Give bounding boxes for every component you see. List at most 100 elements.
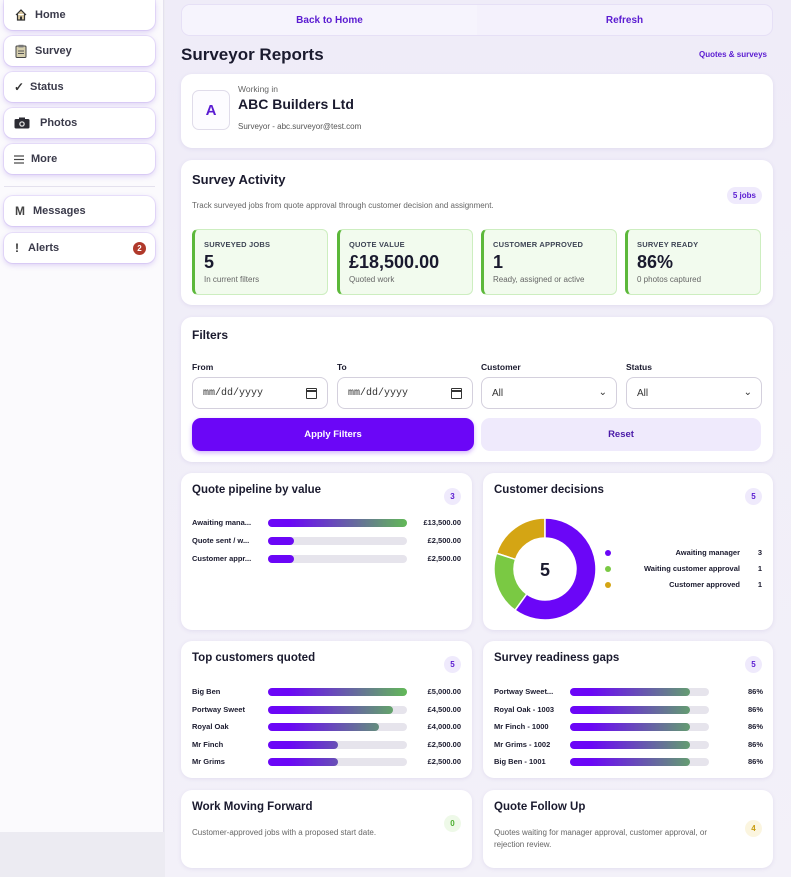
bar-fill <box>570 705 690 714</box>
sidebar-item-label: Messages <box>33 205 86 217</box>
bar-row: Mr Finch - 1000 86% <box>494 721 763 733</box>
sidebar-item-label: Status <box>30 81 64 93</box>
sidebar-item-alerts[interactable]: ! Alerts 2 <box>4 233 155 263</box>
follow-up-count-badge: 4 <box>745 820 762 837</box>
bar-label: Royal Oak - 1003 <box>494 704 555 714</box>
sidebar-item-status[interactable]: ✓ Status <box>4 72 155 102</box>
bar-track <box>268 723 407 731</box>
survey-activity-card: Survey Activity 5 jobs Track surveyed jo… <box>181 160 773 305</box>
donut-slice <box>493 552 528 612</box>
stat-surveyed-jobs: SURVEYED JOBS 5 In current filters <box>192 229 328 295</box>
bar-fill <box>268 537 294 545</box>
quotes-surveys-link[interactable]: Quotes & surveys <box>698 50 767 59</box>
bar-row: Big Ben £5,000.00 <box>192 686 461 698</box>
sidebar-item-photos[interactable]: Photos <box>4 108 155 138</box>
legend-count: 1 <box>757 580 762 589</box>
filters-card: Filters From mm/dd/yyyy To mm/dd/yyyy Cu… <box>181 317 773 462</box>
bar-value: £4,000.00 <box>427 722 461 731</box>
sidebar-item-home[interactable]: Home <box>4 0 155 30</box>
status-select[interactable]: All ⌄ <box>626 377 762 409</box>
stat-value: 86% <box>637 252 674 272</box>
to-label: To <box>337 362 347 372</box>
alert-icon: ! <box>15 241 19 255</box>
quote-pipeline-card: Quote pipeline by value 3 Awaiting mana.… <box>181 473 472 630</box>
work-moving-forward-card: Work Moving Forward 0 Customer-approved … <box>181 790 472 868</box>
customer-select[interactable]: All ⌄ <box>481 377 617 409</box>
bar-track <box>268 740 407 749</box>
quote-pipeline-title: Quote pipeline by value <box>192 484 322 496</box>
sidebar-item-more[interactable]: More <box>4 144 155 174</box>
bar-value: 86% <box>747 739 763 749</box>
bar-row: Portway Sweet £4,500.00 <box>192 704 461 716</box>
bar-value: £2,500.00 <box>427 536 461 545</box>
bar-fill <box>268 688 407 696</box>
legend-count: 3 <box>757 548 762 557</box>
bar-value: £2,500.00 <box>427 554 461 563</box>
bar-track <box>570 705 709 714</box>
bar-track <box>268 537 407 545</box>
bar-fill <box>570 723 690 731</box>
calendar-icon[interactable] <box>451 388 462 399</box>
bar-track <box>268 705 407 714</box>
quote-follow-up-card: Quote Follow Up 4 Quotes waiting for man… <box>483 790 773 868</box>
stat-value: £18,500.00 <box>349 252 440 272</box>
bar-label: Portway Sweet <box>192 704 245 714</box>
legend-row: Waiting customer approval 1 <box>605 564 762 576</box>
clipboard-icon <box>14 44 28 58</box>
stat-subtext: Quoted work <box>349 275 395 284</box>
bar-fill <box>268 740 338 749</box>
bar-label: Big Ben <box>192 687 221 696</box>
bar-value: 86% <box>747 757 763 766</box>
readiness-count-badge: 5 <box>745 656 762 673</box>
stat-value: 5 <box>204 252 215 272</box>
sidebar-item-label: Survey <box>35 45 72 57</box>
reset-button[interactable]: Reset <box>481 418 761 451</box>
sidebar-item-messages[interactable]: M Messages <box>4 196 155 226</box>
top-customers-title: Top customers quoted <box>192 652 316 664</box>
refresh-button[interactable]: Refresh <box>605 14 644 26</box>
from-date-input[interactable]: mm/dd/yyyy <box>192 377 328 409</box>
menu-icon <box>14 152 24 166</box>
apply-filters-button[interactable]: Apply Filters <box>192 418 474 451</box>
customers-count-badge: 5 <box>444 656 461 673</box>
working-in-label: Working in <box>238 84 278 94</box>
checkmark-icon: ✓ <box>13 80 25 94</box>
chevron-down-icon: ⌄ <box>743 387 752 398</box>
bar-label: Customer appr... <box>192 554 252 563</box>
bar-row: Awaiting mana... £13,500.00 <box>192 517 461 529</box>
bar-row: Mr Grims - 1002 86% <box>494 739 763 751</box>
bar-fill <box>268 723 380 731</box>
bar-row: Customer appr... £2,500.00 <box>192 553 461 565</box>
sidebar-item-survey[interactable]: Survey <box>4 36 155 66</box>
customer-select-value: All <box>492 387 504 399</box>
donut-slice <box>513 517 597 621</box>
bar-value: 86% <box>747 687 763 696</box>
work-forward-count-badge: 0 <box>444 815 461 832</box>
bar-label: Quote sent / w... <box>192 536 250 545</box>
bar-label: Mr Finch - 1000 <box>494 722 549 731</box>
customer-decisions-card: Customer decisions 5 5 Awaiting manager 3… <box>483 473 773 630</box>
bar-fill <box>570 740 690 749</box>
alerts-count-badge: 2 <box>133 242 146 255</box>
calendar-icon[interactable] <box>306 388 317 399</box>
legend-swatch <box>605 566 611 572</box>
bar-label: Awaiting mana... <box>192 518 252 527</box>
bar-value: £4,500.00 <box>427 704 461 714</box>
bar-track <box>570 740 709 749</box>
surveyor-user-line: Surveyor - abc.surveyor@test.com <box>238 122 362 131</box>
bar-track <box>570 723 709 731</box>
back-to-home-button[interactable]: Back to Home <box>182 5 477 35</box>
bar-row: Portway Sweet... 86% <box>494 686 763 698</box>
bar-row: Big Ben - 1001 86% <box>494 756 763 768</box>
status-label: Status <box>626 362 652 372</box>
legend-row: Awaiting manager 3 <box>605 548 762 560</box>
home-icon <box>14 8 28 22</box>
status-select-value: All <box>637 387 649 399</box>
work-forward-description: Customer-approved jobs with a proposed s… <box>192 828 377 837</box>
chevron-down-icon: ⌄ <box>598 387 607 398</box>
messages-icon: M <box>15 204 25 218</box>
to-date-input[interactable]: mm/dd/yyyy <box>337 377 473 409</box>
sidebar-item-label: Photos <box>40 117 78 129</box>
sidebar-item-label: Alerts <box>28 242 60 254</box>
pipeline-count-badge: 3 <box>444 488 461 505</box>
